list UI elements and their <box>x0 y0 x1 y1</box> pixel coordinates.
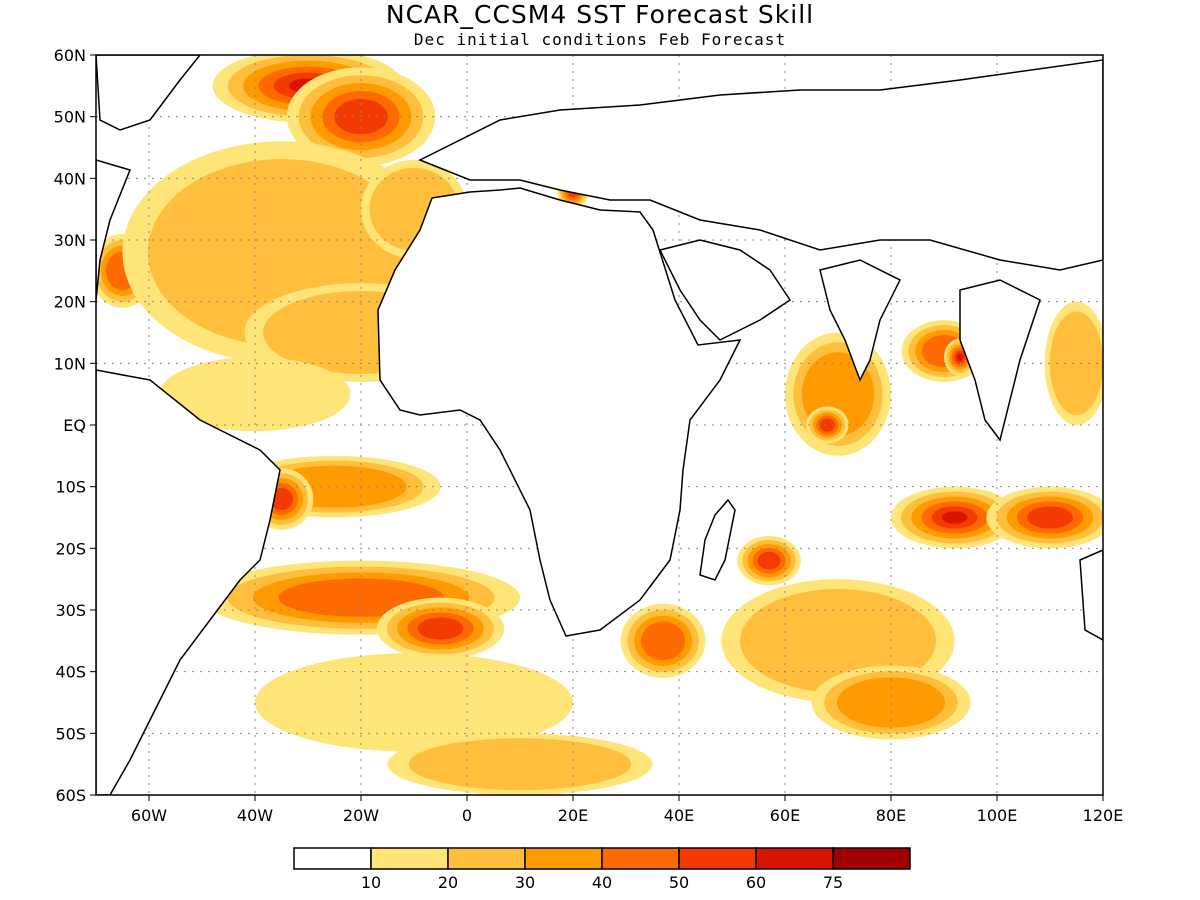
lat-tick-label: 30S <box>55 601 86 620</box>
lon-tick-label: 0 <box>462 806 472 825</box>
chart-title: NCAR_CCSM4 SST Forecast Skill <box>385 0 815 29</box>
arabia-coastline <box>658 239 792 341</box>
colorbar-swatch <box>524 847 603 870</box>
skill-contour-12-level-1 <box>255 653 573 752</box>
colorbar: 10 20 30 40 50 60 75 <box>293 847 911 892</box>
colorbar-swatch <box>370 847 449 870</box>
lon-tick-label: 40W <box>237 806 273 825</box>
lat-tick-label: 60S <box>55 786 86 805</box>
colorbar-swatch <box>447 847 526 870</box>
skill-contour-21-level-5 <box>819 418 836 432</box>
colorbar-swatch <box>601 847 680 870</box>
lat-tick-label: 50S <box>55 724 86 743</box>
madagascar-coastline <box>699 498 736 581</box>
skill-shading-layer <box>96 55 1103 795</box>
greenland-coastline <box>96 55 201 131</box>
north-america-coastline <box>96 159 132 301</box>
colorbar-label: 60 <box>746 873 766 892</box>
colorbar-swatch <box>678 847 757 870</box>
colorbar-label: 20 <box>438 873 458 892</box>
skill-contour-19-level-5 <box>1027 506 1073 529</box>
skill-contour-24-level-2 <box>1049 311 1103 416</box>
lon-tick-label: 100E <box>977 806 1018 825</box>
skill-contour-15-level-5 <box>757 551 781 570</box>
coastline-layer <box>96 55 1103 795</box>
lon-tick-label: 80E <box>876 806 906 825</box>
latitude-axis: 60N 50N 40N 30N 20N 10N EQ 10S 20S 30S 40S 50S 60S <box>54 46 96 805</box>
lon-tick-label: 20E <box>558 806 588 825</box>
colorbar-label: 10 <box>361 873 381 892</box>
lon-tick-label: 40E <box>664 806 694 825</box>
skill-contour-18-level-6 <box>941 511 968 524</box>
lon-tick-label: 60E <box>770 806 800 825</box>
colorbar-label: 50 <box>669 873 689 892</box>
skill-contour-13-level-2 <box>408 738 632 791</box>
colorbar-label: 40 <box>592 873 612 892</box>
lat-tick-label: 10S <box>55 478 86 497</box>
se-asia-coastline <box>959 279 1041 442</box>
lat-tick-label: 10N <box>54 354 86 373</box>
south-america-coastline <box>96 369 281 795</box>
lat-tick-label: 40N <box>54 169 86 188</box>
colorbar-swatch <box>293 847 372 870</box>
skill-contour-14-level-4 <box>641 621 686 661</box>
colorbar-swatch <box>755 847 834 870</box>
colorbar-swatch <box>832 847 911 870</box>
skill-contour-11-level-5 <box>417 617 464 640</box>
india-coastline <box>819 259 902 382</box>
lat-tick-label: 60N <box>54 46 86 65</box>
africa-coastline <box>377 187 742 637</box>
colorbar-label: 30 <box>515 873 535 892</box>
lon-tick-label: 60W <box>131 806 167 825</box>
lat-tick-label: 20S <box>55 539 86 558</box>
australia-coastline <box>1079 549 1103 641</box>
skill-contour-6-level-1 <box>159 357 351 432</box>
lat-tick-label: EQ <box>63 416 86 435</box>
chart-subtitle: Dec initial conditions Feb Forecast <box>413 30 787 49</box>
lat-tick-label: 40S <box>55 663 86 682</box>
colorbar-label: 75 <box>823 873 843 892</box>
lat-tick-label: 50N <box>54 108 86 127</box>
skill-contour-23-level-6 <box>956 353 964 361</box>
longitude-axis: 60W 40W 20W 0 20E 40E 60E 80E 100E 120E <box>131 795 1123 825</box>
lon-tick-label: 20W <box>343 806 379 825</box>
lon-tick-label: 120E <box>1083 806 1124 825</box>
europe-coastline <box>418 59 1103 271</box>
skill-contour-17-level-3 <box>836 677 946 728</box>
lat-tick-label: 30N <box>54 231 86 250</box>
lat-tick-label: 20N <box>54 293 86 312</box>
